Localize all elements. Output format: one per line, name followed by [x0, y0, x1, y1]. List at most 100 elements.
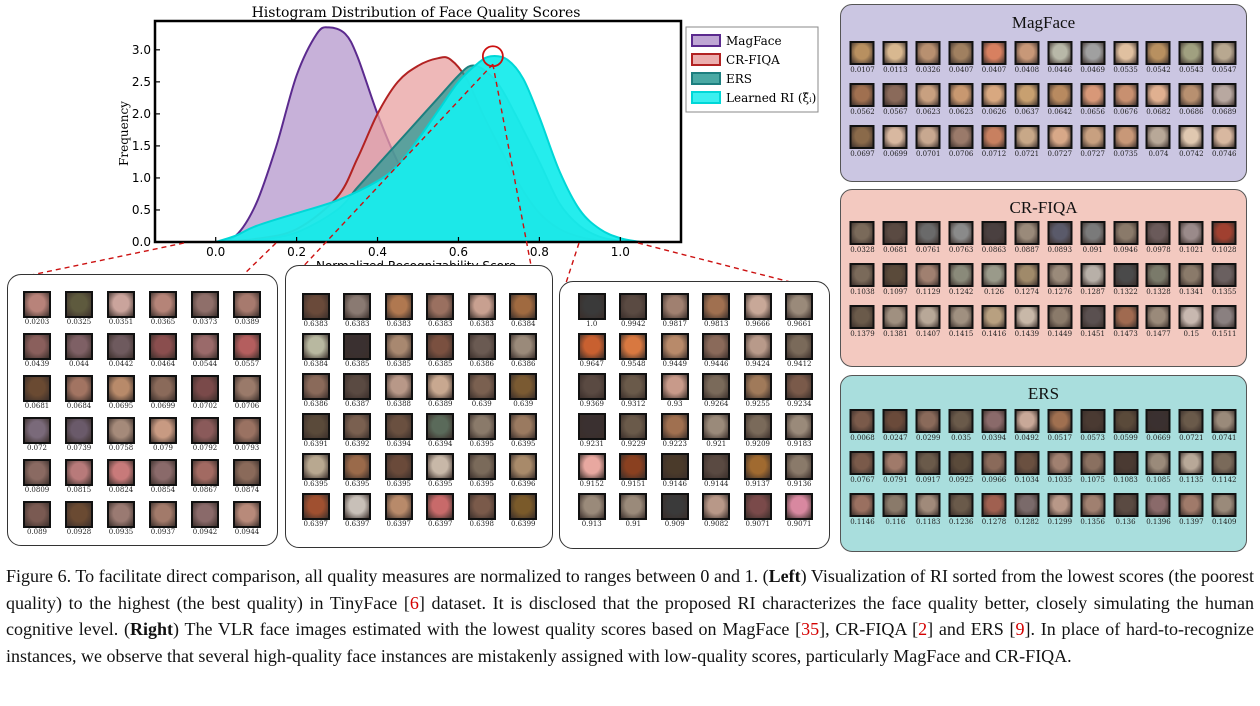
- face-tile: 0.0706: [226, 375, 268, 410]
- face-image: [1047, 83, 1073, 107]
- face-image: [1080, 263, 1106, 287]
- face-image: [23, 459, 51, 486]
- citation-link[interactable]: 6: [409, 592, 419, 613]
- face-image: [981, 221, 1007, 245]
- quality-score-label: 0.1129: [915, 288, 941, 296]
- face-image: [301, 333, 330, 360]
- face-image: [619, 333, 648, 360]
- caption-part-3: ] dataset. It is disclosed that the prop…: [6, 592, 1255, 640]
- quality-score-label: 0.1328: [1146, 288, 1171, 296]
- quality-score-label: 0.0682: [1146, 108, 1171, 116]
- quality-score-label: 0.9209: [745, 440, 771, 448]
- quality-score-label: 0.1299: [1047, 518, 1073, 526]
- quality-score-label: 0.91: [625, 520, 642, 528]
- face-image: [1113, 41, 1139, 65]
- face-image: [191, 417, 219, 444]
- quality-score-label: 0.1439: [1014, 330, 1040, 338]
- quality-score-label: 0.0735: [1113, 150, 1138, 158]
- face-tile: 0.1322: [1109, 263, 1142, 300]
- face-image: [1047, 305, 1073, 329]
- quality-score-label: 0.0492: [1014, 434, 1040, 442]
- face-image: [1211, 41, 1237, 65]
- face-image: [915, 493, 941, 517]
- quality-score-label: 0.0763: [948, 246, 974, 254]
- face-tile: 0.0351: [100, 291, 142, 326]
- face-image: [849, 493, 875, 517]
- face-image: [948, 221, 974, 245]
- face-image: [577, 333, 606, 360]
- quality-score-label: 0.9666: [745, 320, 771, 328]
- face-image: [743, 293, 772, 320]
- face-tile: 0.079: [142, 417, 184, 452]
- face-image: [65, 417, 93, 444]
- face-image: [426, 333, 455, 360]
- face-image: [384, 293, 413, 320]
- face-image: [149, 375, 177, 402]
- quality-score-label: 0.0746: [1211, 150, 1237, 158]
- face-image: [384, 333, 413, 360]
- quality-score-label: 0.9813: [704, 320, 729, 328]
- quality-score-label: 0.6397: [428, 520, 453, 528]
- face-image: [1047, 221, 1073, 245]
- caption-part-5: ], CR-FIQA [: [819, 619, 919, 639]
- quality-score-label: 0.1075: [1080, 476, 1105, 484]
- face-image: [233, 459, 261, 486]
- quality-score-label: 0.0542: [1146, 66, 1171, 74]
- quality-score-label: 0.9449: [662, 360, 688, 368]
- quality-score-label: 0.1287: [1080, 288, 1105, 296]
- legend-swatch: [691, 53, 721, 66]
- face-image: [1047, 493, 1073, 517]
- face-image: [915, 125, 941, 149]
- quality-score-label: 0.0446: [1047, 66, 1073, 74]
- citation-link[interactable]: 9: [1015, 619, 1025, 639]
- citation-link[interactable]: 2: [918, 619, 928, 639]
- face-tile: 0.921: [696, 413, 738, 448]
- face-image: [343, 333, 372, 360]
- face-tile: 0.0746: [1208, 125, 1241, 162]
- face-tile: 0.0247: [879, 409, 912, 446]
- face-image: [785, 493, 814, 520]
- face-tile: 0.0935: [100, 501, 142, 536]
- face-image: [467, 333, 496, 360]
- face-tile: 0.0203: [16, 291, 58, 326]
- quality-score-label: 0.6397: [386, 520, 412, 528]
- face-tile: 0.6395: [420, 453, 462, 488]
- face-image: [343, 453, 372, 480]
- face-tile: 0.1328: [1142, 263, 1175, 300]
- quality-score-label: 0.1397: [1179, 518, 1204, 526]
- face-image: [915, 305, 941, 329]
- quality-score-label: 0.9255: [745, 400, 771, 408]
- face-tile: 0.0742: [1175, 125, 1208, 162]
- face-tile: 0.9255: [737, 373, 779, 408]
- face-tile: 0.1439: [1010, 305, 1043, 342]
- quality-score-label: 0.0686: [1179, 108, 1204, 116]
- face-image: [191, 501, 219, 528]
- quality-score-label: 0.072: [26, 444, 48, 452]
- quality-score-label: 0.0727: [1047, 150, 1073, 158]
- quality-score-label: 0.1381: [883, 330, 908, 338]
- face-image: [23, 333, 51, 360]
- legend-label: ERS: [726, 72, 752, 86]
- quality-score-label: 0.6386: [303, 400, 329, 408]
- face-tile: 0.6383: [420, 293, 462, 328]
- face-tile: 0.6385: [337, 333, 379, 368]
- quality-score-label: 0.6395: [428, 480, 453, 488]
- face-image: [301, 453, 330, 480]
- face-tile: 0.9817: [654, 293, 696, 328]
- face-image: [65, 291, 93, 318]
- face-tile: 0.6383: [295, 293, 337, 328]
- face-image: [426, 413, 455, 440]
- face-tile: 0.6396: [503, 453, 545, 488]
- quality-score-label: 0.0928: [66, 528, 92, 536]
- face-tile: 0.6394: [420, 413, 462, 448]
- face-image: [1080, 125, 1106, 149]
- face-image: [981, 451, 1007, 475]
- face-image: [785, 333, 814, 360]
- face-tile: 0.9264: [696, 373, 738, 408]
- citation-link[interactable]: 35: [801, 619, 820, 639]
- magface-panel-title: MagFace: [1011, 13, 1076, 32]
- quality-score-label: 0.1236: [948, 518, 974, 526]
- quality-score-label: 0.0809: [24, 486, 50, 494]
- face-image: [384, 493, 413, 520]
- quality-score-label: 0.0701: [915, 150, 941, 158]
